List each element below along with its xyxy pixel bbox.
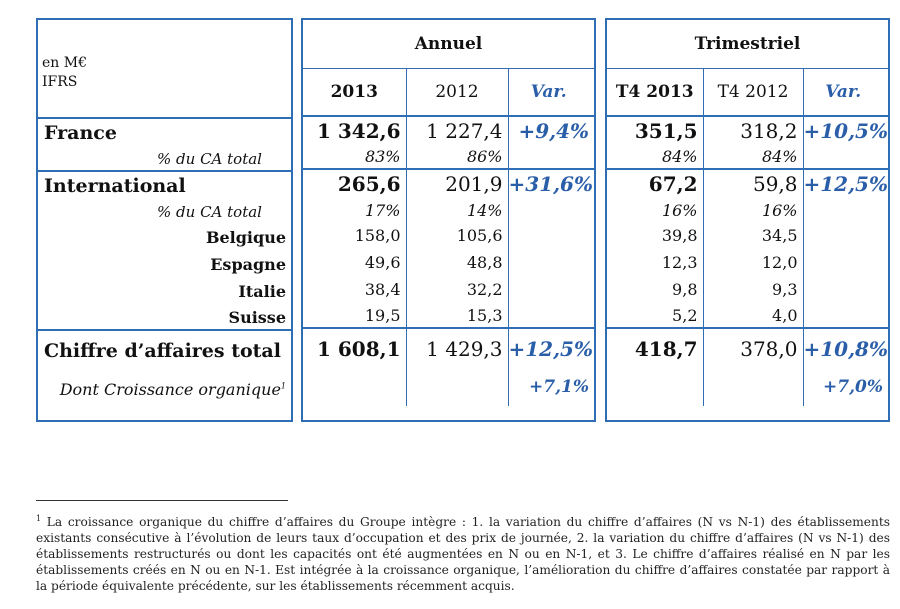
cell-belgique-2012: 105,6 [405,222,508,249]
cell-espagne-q2013: 12,3 [661,253,698,272]
annual-table: Annuel 2013 2012 Var. 1 342,6 1 227,4 +9… [303,20,594,406]
cell-espagne-q2012: 12,0 [702,249,803,276]
cell-france-pct-q2012: 84% [702,145,803,169]
labels-table: en M€ IFRS France % du CA total Internat… [38,20,291,408]
cell-organic-qvar: +7,0% [802,368,888,406]
annual-header: Annuel [303,20,594,69]
col-header-t4-2013: T4 2013 [615,81,694,102]
cell-organic-var: +7,1% [507,368,594,406]
cell-organic-q2013 [607,368,703,406]
cell-belgique-q2012: 34,5 [702,222,803,249]
col-header-2012: 2012 [405,68,508,116]
unit-cell: en M€ IFRS [38,20,291,118]
cell-suisse-2013: 19,5 [364,305,401,325]
cell-france-pct-2013: 83% [364,147,401,166]
cell-france-q2012: 318,2 [702,115,803,145]
cell-suisse-2012: 15,3 [405,303,508,328]
quarterly-header: Trimestriel [607,20,888,69]
cell-italie-2013: 38,4 [364,280,401,299]
footnote-text: La croissance organique du chiffre d’aff… [36,515,891,594]
cell-international-q2012: 59,8 [702,168,803,198]
cell-international-q2013: 67,2 [607,168,703,198]
cell-france-pct-2012: 86% [405,145,508,169]
quarterly-block: Trimestriel T4 2013 T4 2012 Var. 351,5 3… [605,18,890,422]
col-header-2013: 2013 [330,81,378,102]
cell-france-var: +9,4% [507,115,594,145]
row-label-france: France [38,117,291,147]
cell-italie-q2012: 9,3 [702,276,803,303]
cell-espagne-var [507,249,594,276]
cell-italie-var [507,276,594,303]
cell-espagne-2012: 48,8 [405,249,508,276]
cell-italie-2012: 32,2 [405,276,508,303]
row-label-international-pct: % du CA total [157,203,262,221]
cell-organic-2012 [405,368,508,406]
ifrs-label: IFRS [42,74,78,90]
cell-international-pct-q2013: 16% [661,200,698,220]
footnote: 1 La croissance organique du chiffre d’a… [36,511,890,594]
cell-france-2013: 1 342,6 [303,115,406,145]
cell-suisse-var [507,303,594,328]
cell-belgique-qvar [802,222,888,249]
cell-france-qvar: +10,5% [802,115,888,145]
cell-international-var: +31,6% [507,168,594,198]
row-label-organic: Dont Croissance organique1 [38,370,291,408]
footnote-marker: 1 [36,514,42,523]
footnote-separator [36,500,288,501]
annual-block: Annuel 2013 2012 Var. 1 342,6 1 227,4 +9… [301,18,596,422]
cell-international-pct-2013: 17% [364,200,401,220]
cell-france-2012: 1 227,4 [405,115,508,145]
cell-belgique-var [507,222,594,249]
cell-international-qvar: +12,5% [802,168,888,198]
labels-block: en M€ IFRS France % du CA total Internat… [36,18,293,422]
row-label-italie: Italie [238,282,286,301]
col-header-var-q: Var. [802,68,888,116]
organic-footnote-marker: 1 [280,381,286,391]
cell-belgique-2013: 158,0 [354,226,401,245]
cell-france-pct-var [507,145,594,169]
row-label-total: Chiffre d’affaires total [38,329,291,370]
cell-total-2013: 1 608,1 [303,327,406,368]
cell-international-pct-2012: 14% [405,198,508,222]
cell-france-q2013: 351,5 [607,115,703,145]
col-header-t4-2012: T4 2012 [702,68,803,116]
organic-label-text: Dont Croissance organique [59,379,281,399]
row-label-belgique: Belgique [205,228,286,247]
row-label-suisse: Suisse [228,307,286,327]
row-label-international: International [38,170,291,200]
cell-total-q2012: 378,0 [702,327,803,368]
cell-total-var: +12,5% [507,327,594,368]
row-label-espagne: Espagne [210,255,286,274]
unit-label: en M€ [42,55,87,71]
cell-total-q2013: 418,7 [607,327,703,368]
cell-total-qvar: +10,8% [802,327,888,368]
cell-international-pct-qvar [802,198,888,222]
cell-suisse-q2013: 5,2 [672,305,698,325]
cell-espagne-2013: 49,6 [364,253,401,272]
cell-suisse-q2012: 4,0 [702,303,803,328]
cell-italie-q2013: 9,8 [672,280,698,299]
cell-organic-q2012 [702,368,803,406]
cell-suisse-qvar [802,303,888,328]
col-header-var: Var. [507,68,594,116]
cell-international-2013: 265,6 [303,168,406,198]
cell-international-2012: 201,9 [405,168,508,198]
cell-belgique-q2013: 39,8 [661,226,698,245]
row-label-france-pct: % du CA total [157,149,262,168]
quarterly-table: Trimestriel T4 2013 T4 2012 Var. 351,5 3… [607,20,888,406]
cell-international-pct-var [507,198,594,222]
cell-france-pct-qvar [802,145,888,169]
cell-france-pct-q2013: 84% [661,147,698,166]
cell-italie-qvar [802,276,888,303]
cell-espagne-qvar [802,249,888,276]
cell-total-2012: 1 429,3 [405,327,508,368]
cell-organic-2013 [303,368,406,406]
cell-international-pct-q2012: 16% [702,198,803,222]
